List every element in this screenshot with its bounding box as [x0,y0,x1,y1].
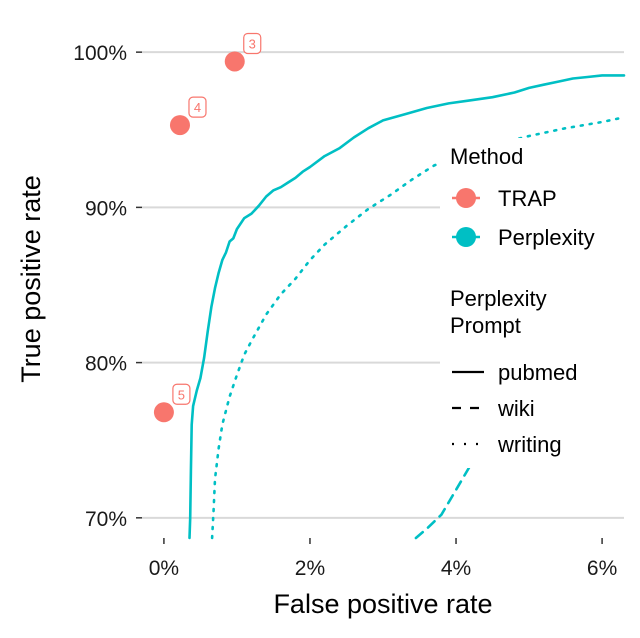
trap-point-label-box [243,32,262,55]
legend-title-method: Method [450,144,523,169]
legend-title-prompt-line-1: Perplexity [450,286,547,311]
x-tick-label: 0% [149,557,179,580]
trap-point-label: 5 [178,387,185,402]
x-tick-label: 2% [295,557,325,580]
legend-method-key-point [456,227,476,247]
legend-prompt-label: wiki [497,396,535,421]
x-axis-ticks: 0% 2% 4% 6% [149,538,617,580]
legend-method-items: TRAP Perplexity [452,186,595,250]
legend-prompt-label: pubmed [498,360,578,385]
y-tick-label: 90% [85,197,127,220]
series-line-pubmed [188,74,626,540]
x-tick-label: 6% [587,557,617,580]
trap-point [169,115,190,136]
trap-point-label-box [172,383,191,405]
legend-method-key-point [456,188,476,208]
x-axis-title: False positive rate [273,589,492,619]
legend-method-label: TRAP [498,186,557,211]
trap-point-label: 3 [249,36,256,51]
trap-point-label-box [188,96,207,118]
legend-title-prompt: Perplexity Prompt [450,286,553,338]
y-axis-title: True positive rate [16,175,46,383]
legend-prompt-items: pubmed wiki writing [452,360,578,457]
y-axis-ticks: 70% 80% 90% 100% [73,42,142,531]
trap-point [153,402,174,423]
trap-point-label: 4 [194,100,201,115]
legend-title-prompt-line-2: Prompt [450,313,521,338]
legend-prompt-label: writing [497,432,562,457]
legend-method-label: Perplexity [498,225,595,250]
y-tick-label: 70% [85,508,127,531]
x-tick-label: 4% [441,557,471,580]
y-tick-label: 80% [85,353,127,376]
trap-points: 3 4 5 [153,32,262,423]
trap-point [224,51,245,72]
y-tick-label: 100% [73,42,127,65]
